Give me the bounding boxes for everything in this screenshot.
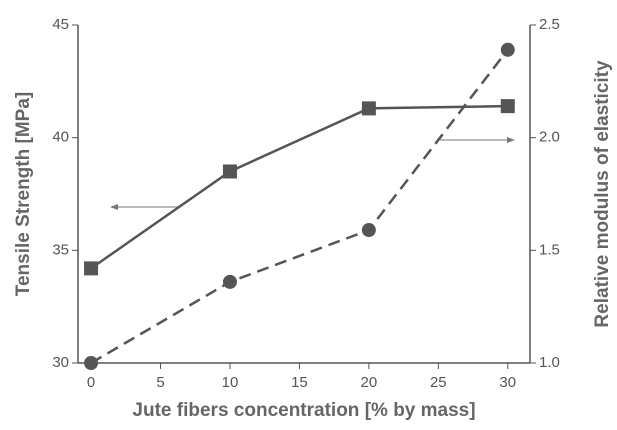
right-arrow [440,137,515,143]
square-marker [84,261,99,276]
y-tick-label: 30 [52,354,69,371]
y-tick-label: 45 [52,16,69,33]
y2-axis-title: Relative modulus of elasticity [592,60,613,328]
x-tick-label: 0 [87,374,95,391]
square-marker [361,101,376,116]
x-axis-title: Jute fibers concentration [% by mass] [132,400,475,421]
x-tick-label: 20 [361,374,378,391]
x-tick-label: 5 [156,374,164,391]
circle-marker [500,42,515,57]
x-tick-label: 10 [222,374,239,391]
series-line [90,49,509,365]
y-axis-title: Tensile Strength [MPa] [13,92,34,296]
left-arrow [110,204,180,210]
x-tick-label: 25 [430,374,447,391]
x-tick-label: 15 [291,374,308,391]
series-line [90,104,508,270]
square-marker [222,164,237,179]
x-tick-label: 30 [499,374,516,391]
y2-tick-label: 2.5 [539,16,560,33]
circle-marker [361,223,376,238]
y2-tick-label: 2.0 [539,129,560,146]
y2-tick-label: 1.0 [539,354,560,371]
y2-tick-label: 1.5 [539,241,560,258]
y-tick-label: 35 [52,241,69,258]
y-tick-label: 40 [52,129,69,146]
square-marker [500,99,515,114]
circle-marker [84,356,99,370]
circle-marker [222,274,237,289]
